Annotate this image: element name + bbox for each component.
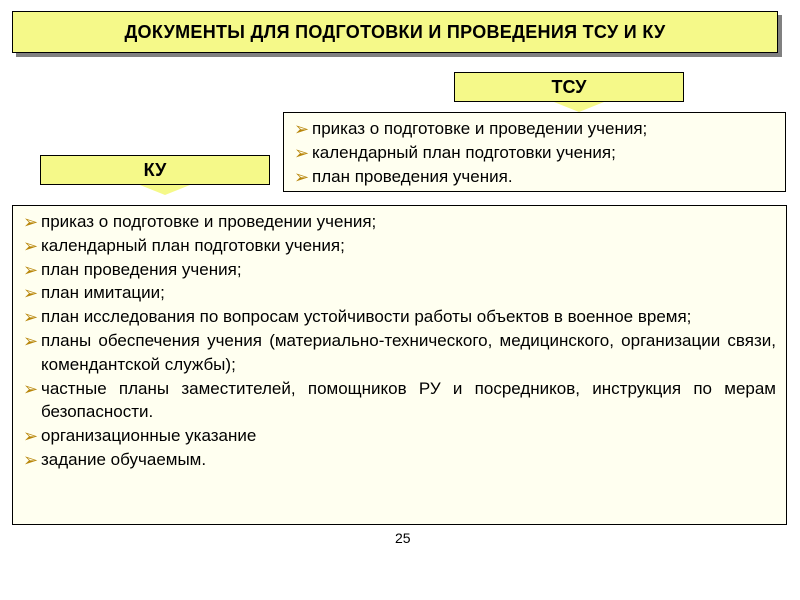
ku-label-text: КУ <box>144 160 167 181</box>
tsu-arrow-icon <box>554 102 604 112</box>
tsu-list-item: приказ о подготовке и проведении учения; <box>312 117 775 141</box>
ku-list-item: календарный план подготовки учения; <box>41 234 776 258</box>
ku-list-item: план имитации; <box>41 281 776 305</box>
ku-list-item: приказ о подготовке и проведении учения; <box>41 210 776 234</box>
ku-list-item: задание обучаемым. <box>41 448 776 472</box>
ku-arrow-icon <box>140 185 190 195</box>
ku-label-box: КУ <box>40 155 270 185</box>
page-number: 25 <box>395 530 411 546</box>
title-text: ДОКУМЕНТЫ ДЛЯ ПОДГОТОВКИ И ПРОВЕДЕНИЯ ТС… <box>124 22 665 43</box>
tsu-label-text: ТСУ <box>552 77 587 98</box>
ku-list: приказ о подготовке и проведении учения;… <box>13 206 786 476</box>
ku-list-item: частные планы заместителей, помощников Р… <box>41 377 776 425</box>
ku-list-item: планы обеспечения учения (материально-те… <box>41 329 776 377</box>
tsu-list-item: календарный план подготовки учения; <box>312 141 775 165</box>
ku-list-item: план проведения учения; <box>41 258 776 282</box>
ku-list-item: план исследования по вопросам устойчивос… <box>41 305 776 329</box>
page-number-text: 25 <box>395 530 411 546</box>
tsu-list-item: план проведения учения. <box>312 165 775 189</box>
tsu-label-box: ТСУ <box>454 72 684 102</box>
tsu-list: приказ о подготовке и проведении учения;… <box>284 113 785 192</box>
page-title: ДОКУМЕНТЫ ДЛЯ ПОДГОТОВКИ И ПРОВЕДЕНИЯ ТС… <box>12 11 778 53</box>
ku-box: приказ о подготовке и проведении учения;… <box>12 205 787 525</box>
ku-list-item: организационные указание <box>41 424 776 448</box>
tsu-box: приказ о подготовке и проведении учения;… <box>283 112 786 192</box>
